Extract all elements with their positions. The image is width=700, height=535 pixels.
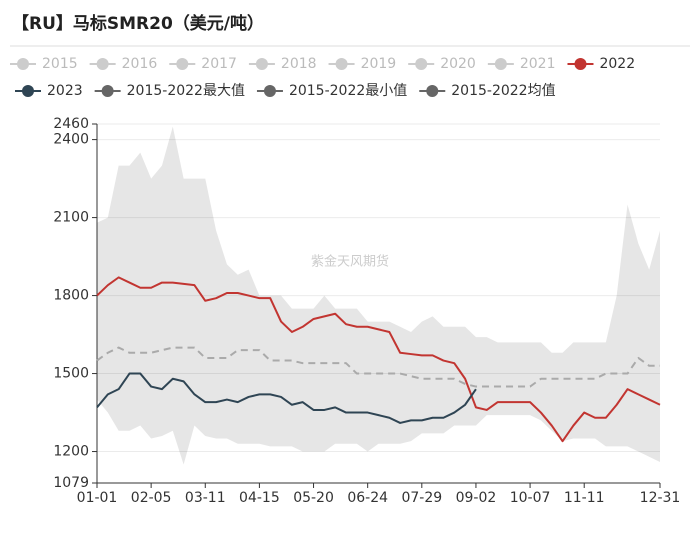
x-tick-label: 02-05 xyxy=(131,490,172,506)
x-tick-label: 05-20 xyxy=(293,490,334,506)
legend-marker xyxy=(176,58,189,70)
legend-marker xyxy=(494,58,507,70)
watermark: 紫金天风期货 xyxy=(311,254,389,270)
y-tick-label: 2100 xyxy=(53,210,89,226)
y-tick-label: 2400 xyxy=(53,132,89,148)
x-tick-label: 06-24 xyxy=(347,490,388,506)
legend-label: 2017 xyxy=(201,56,237,72)
legend-label: 2015-2022最小值 xyxy=(289,83,407,99)
mean-line xyxy=(96,346,660,388)
y-tick-label: 1500 xyxy=(53,366,89,382)
legend-label: 2020 xyxy=(440,56,476,72)
legend-label: 2019 xyxy=(361,56,397,72)
series-line xyxy=(96,372,477,424)
x-tick-label: 03-11 xyxy=(185,490,226,506)
range-max-area xyxy=(97,126,660,484)
legend-marker xyxy=(426,85,439,97)
x-tick-label: 07-29 xyxy=(401,490,442,506)
legend-label: 2015-2022均值 xyxy=(451,83,555,99)
legend-label: 2015 xyxy=(42,56,78,72)
x-tick-label: 11-11 xyxy=(564,490,605,506)
legend-marker xyxy=(101,85,114,97)
legend-marker xyxy=(415,58,428,70)
chart-title: 【RU】马标SMR20（美元/吨） xyxy=(12,13,264,34)
series-line xyxy=(96,276,661,443)
x-tick-label: 09-02 xyxy=(456,490,497,506)
range-min-area xyxy=(97,399,660,483)
y-tick-label: 2460 xyxy=(53,116,89,132)
legend-marker xyxy=(574,58,587,70)
legend-label: 2021 xyxy=(520,56,556,72)
legend-marker xyxy=(255,58,268,70)
legend-marker xyxy=(96,58,109,70)
legend-marker xyxy=(17,58,29,70)
legend-label: 2022 xyxy=(599,56,635,72)
x-tick-label: 10-07 xyxy=(510,490,551,506)
legend-marker xyxy=(22,85,34,97)
legend-label: 2015-2022最大值 xyxy=(127,83,245,99)
y-tick-label: 1200 xyxy=(53,444,89,460)
legend-label: 2016 xyxy=(122,56,158,72)
legend-label: 2018 xyxy=(281,56,317,72)
x-tick-label: 04-15 xyxy=(239,490,280,506)
x-tick-label: 01-01 xyxy=(77,490,118,506)
legend-label: 2023 xyxy=(47,83,83,99)
legend-marker xyxy=(263,85,276,97)
y-tick-label: 1079 xyxy=(53,475,89,491)
y-tick-label: 1800 xyxy=(53,288,89,304)
legend-marker xyxy=(335,58,348,70)
x-tick-label: 12-31 xyxy=(640,490,681,506)
